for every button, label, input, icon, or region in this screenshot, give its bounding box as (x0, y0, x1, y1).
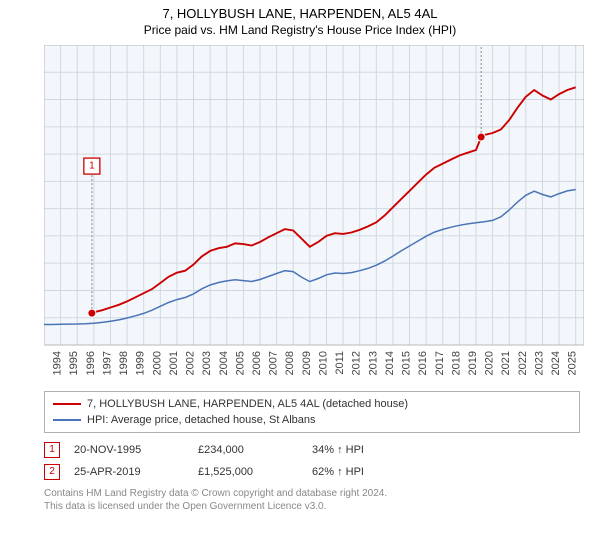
legend-box: 7, HOLLYBUSH LANE, HARPENDEN, AL5 4AL (d… (44, 391, 580, 433)
title-block: 7, HOLLYBUSH LANE, HARPENDEN, AL5 4AL Pr… (0, 0, 600, 37)
marker-badge: 1 (44, 442, 60, 458)
svg-text:2020: 2020 (484, 351, 496, 375)
marker-date: 20-NOV-1995 (74, 444, 184, 456)
chart-title-address: 7, HOLLYBUSH LANE, HARPENDEN, AL5 4AL (0, 6, 600, 21)
svg-text:2014: 2014 (384, 351, 396, 375)
chart-container: 7, HOLLYBUSH LANE, HARPENDEN, AL5 4AL Pr… (0, 0, 600, 560)
svg-text:2017: 2017 (434, 351, 446, 375)
footer-line: Contains HM Land Registry data © Crown c… (44, 487, 580, 500)
svg-text:1998: 1998 (118, 351, 130, 375)
svg-text:2001: 2001 (168, 351, 180, 375)
svg-text:2015: 2015 (401, 351, 413, 375)
svg-text:2012: 2012 (351, 351, 363, 375)
marker-date: 25-APR-2019 (74, 466, 184, 478)
svg-text:2013: 2013 (367, 351, 379, 375)
svg-text:2011: 2011 (334, 351, 346, 375)
svg-text:2016: 2016 (417, 351, 429, 375)
svg-text:2019: 2019 (467, 351, 479, 375)
svg-text:2003: 2003 (201, 351, 213, 375)
footer-attribution: Contains HM Land Registry data © Crown c… (44, 487, 580, 513)
svg-text:1: 1 (89, 161, 95, 172)
svg-text:2024: 2024 (550, 351, 562, 375)
svg-text:1997: 1997 (101, 351, 113, 375)
marker-row: 2 25-APR-2019 £1,525,000 62% ↑ HPI (44, 461, 580, 483)
svg-text:2025: 2025 (567, 351, 579, 375)
svg-text:2018: 2018 (450, 351, 462, 375)
svg-text:1999: 1999 (135, 351, 147, 375)
chart-subtitle: Price paid vs. HM Land Registry's House … (0, 23, 600, 37)
marker-table: 1 20-NOV-1995 £234,000 34% ↑ HPI 2 25-AP… (44, 439, 580, 483)
svg-text:2005: 2005 (234, 351, 246, 375)
footer-line: This data is licensed under the Open Gov… (44, 500, 580, 513)
svg-text:2022: 2022 (517, 351, 529, 375)
svg-text:2006: 2006 (251, 351, 263, 375)
svg-text:2008: 2008 (284, 351, 296, 375)
svg-text:2007: 2007 (268, 351, 280, 375)
svg-text:2002: 2002 (185, 351, 197, 375)
svg-text:1994: 1994 (52, 351, 64, 375)
svg-text:2010: 2010 (317, 351, 329, 375)
legend-label: HPI: Average price, detached house, St A… (87, 414, 316, 426)
svg-text:2009: 2009 (301, 351, 313, 375)
svg-text:2023: 2023 (533, 351, 545, 375)
marker-pct: 62% ↑ HPI (312, 466, 402, 478)
legend-label: 7, HOLLYBUSH LANE, HARPENDEN, AL5 4AL (d… (87, 398, 408, 410)
marker-row: 1 20-NOV-1995 £234,000 34% ↑ HPI (44, 439, 580, 461)
chart-svg: 1993 1994 1995 1996 1997 1998 1999 2000 2001 2002… (44, 45, 584, 385)
marker-badge: 2 (44, 464, 60, 480)
legend-row: 7, HOLLYBUSH LANE, HARPENDEN, AL5 4AL (d… (53, 396, 571, 412)
svg-text:2000: 2000 (151, 351, 163, 375)
svg-text:1995: 1995 (68, 351, 80, 375)
legend-swatch-blue (53, 419, 81, 421)
svg-text:2021: 2021 (500, 351, 512, 375)
marker-price: £234,000 (198, 444, 298, 456)
svg-text:1993: 1993 (44, 351, 47, 375)
marker-price: £1,525,000 (198, 466, 298, 478)
chart-plot-area: 1993 1994 1995 1996 1997 1998 1999 2000 2001 2002… (44, 45, 584, 385)
legend-swatch-red (53, 403, 81, 405)
marker-pct: 34% ↑ HPI (312, 444, 402, 456)
svg-text:1996: 1996 (85, 351, 97, 375)
svg-text:2004: 2004 (218, 351, 230, 375)
legend-row: HPI: Average price, detached house, St A… (53, 412, 571, 428)
